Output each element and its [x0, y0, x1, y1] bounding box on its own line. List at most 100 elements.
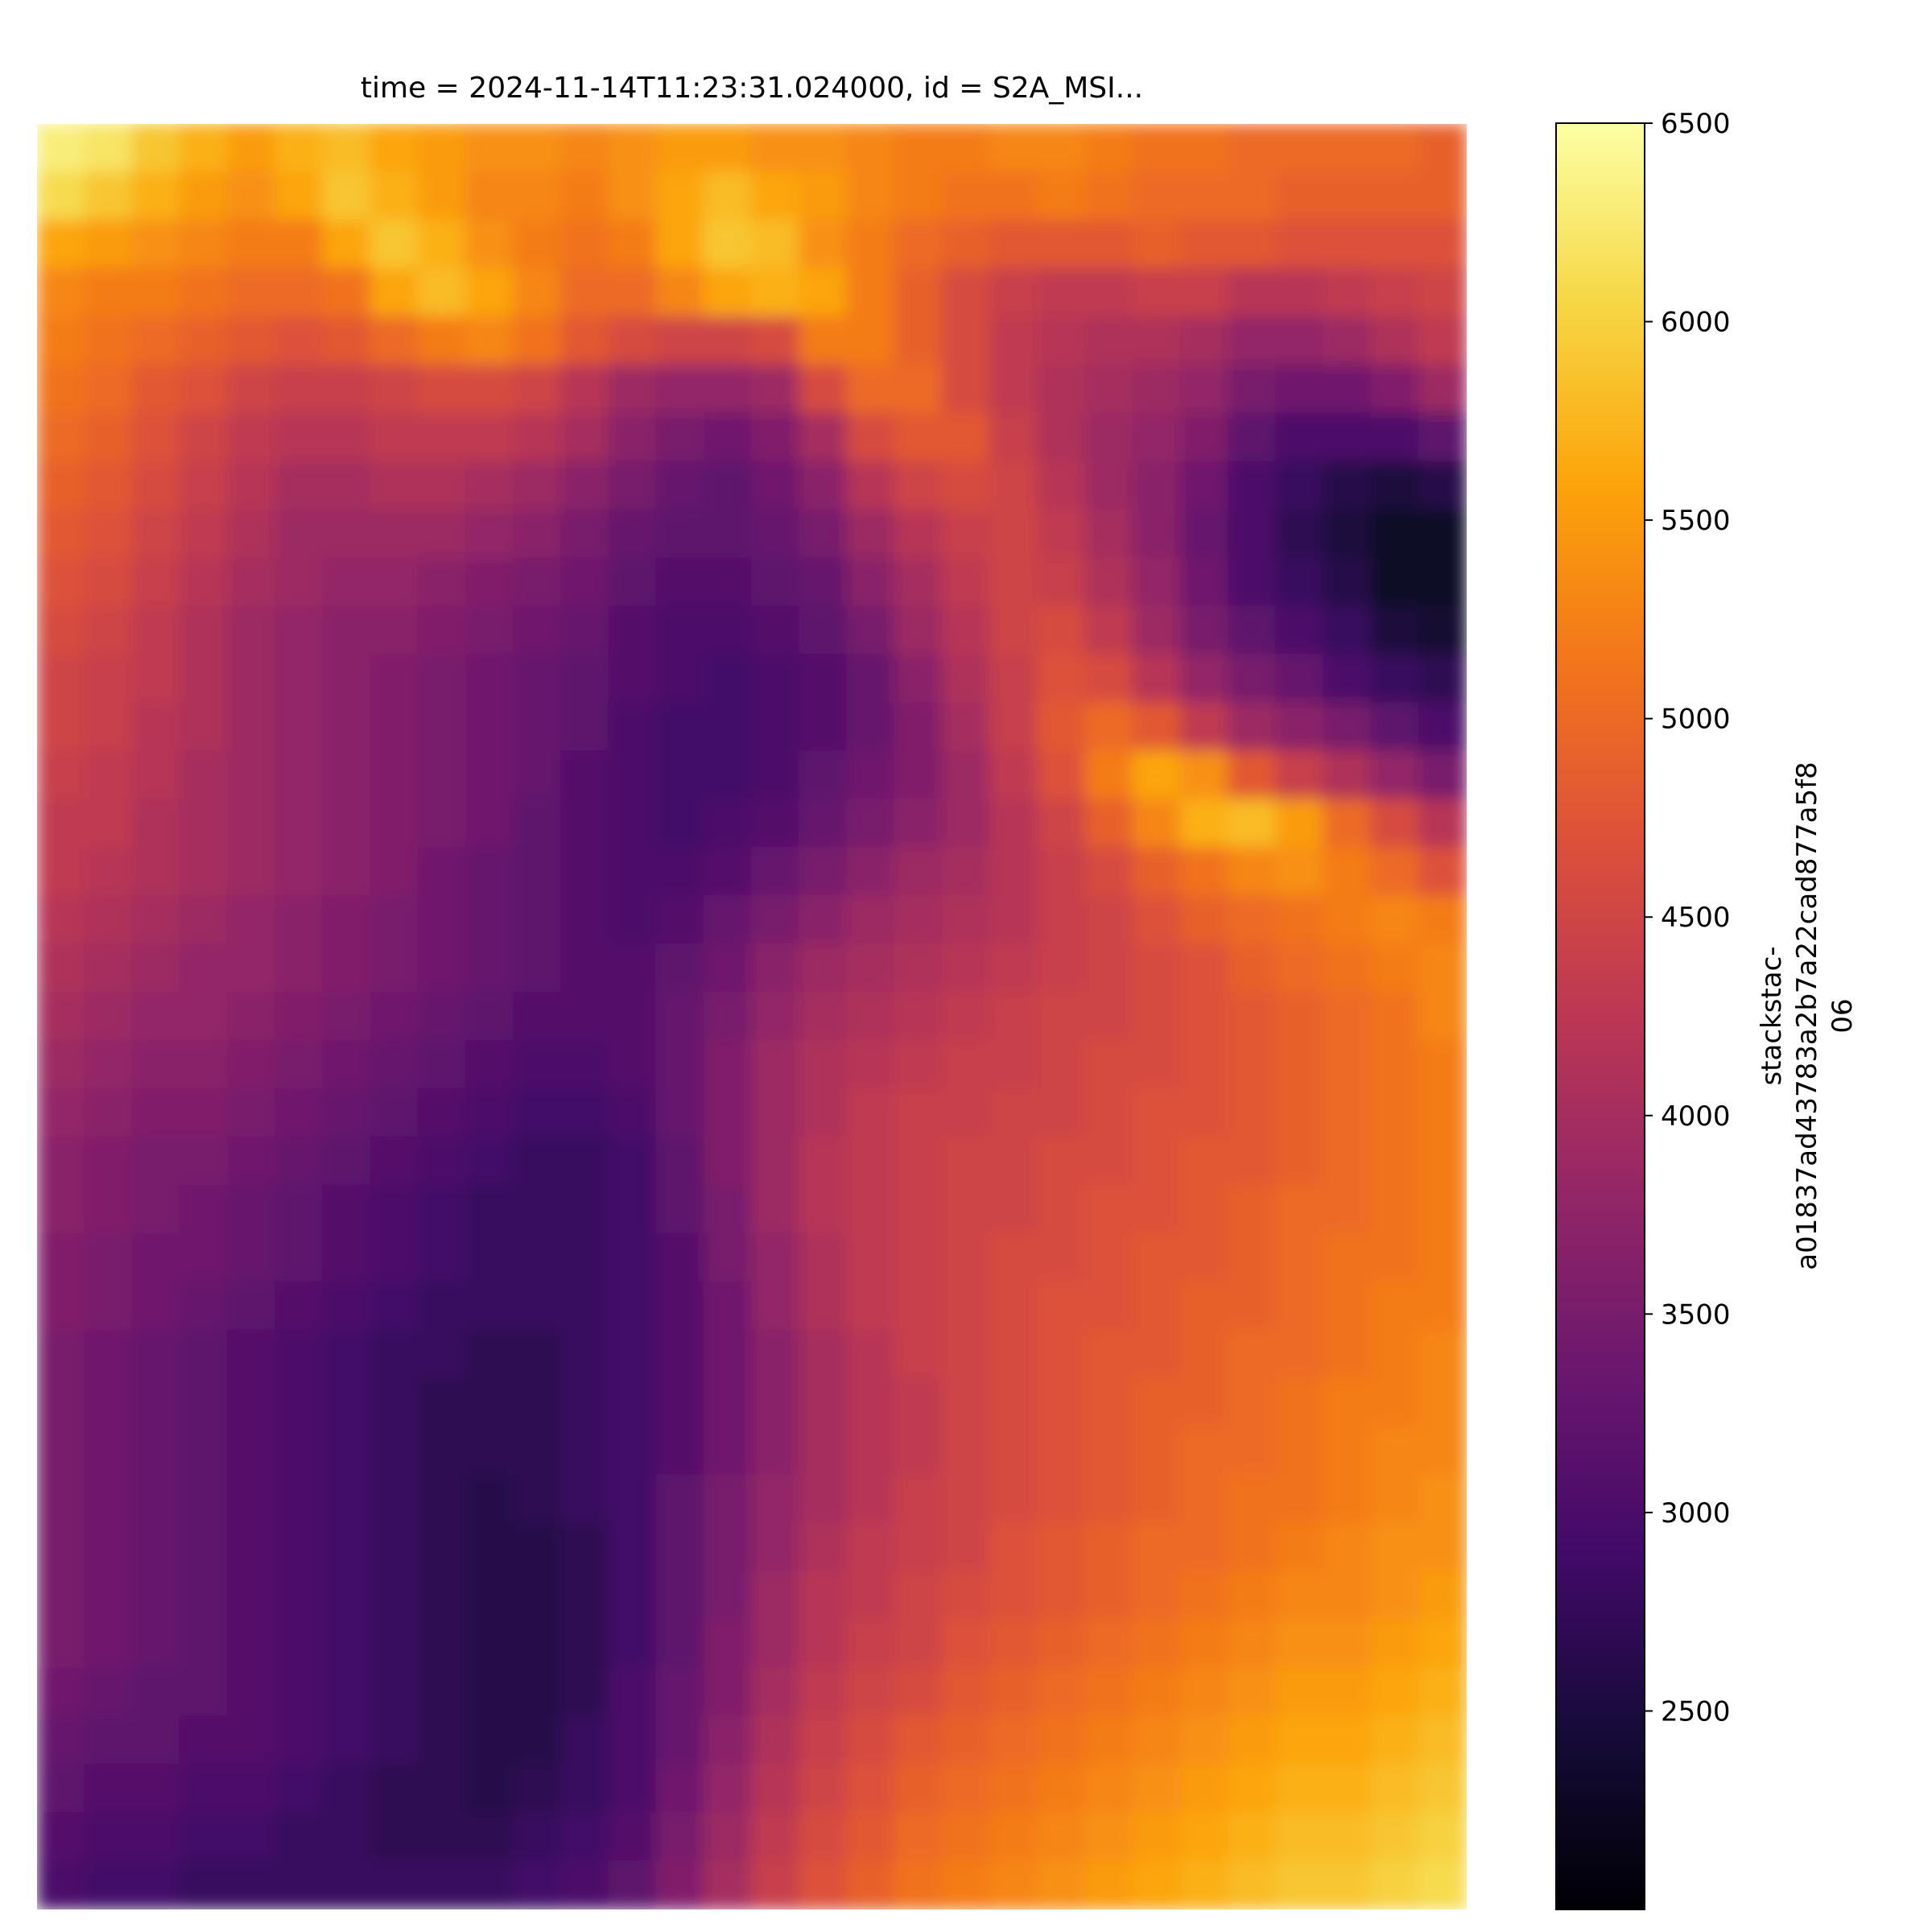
heatmap-cell	[1037, 1232, 1087, 1283]
heatmap-cell	[941, 509, 991, 559]
heatmap-cell	[1084, 1232, 1134, 1283]
heatmap-cell	[560, 1812, 610, 1863]
heatmap-cell	[131, 1571, 181, 1621]
heatmap-cell	[1228, 1232, 1278, 1283]
heatmap-cell	[989, 1426, 1039, 1476]
heatmap-cell	[513, 460, 563, 511]
heatmap-cell	[894, 364, 943, 415]
heatmap-cell	[941, 316, 991, 366]
heatmap-cell	[131, 1281, 181, 1331]
heatmap-cell	[1084, 1571, 1134, 1621]
heatmap-cell	[417, 267, 467, 318]
heatmap-cell	[989, 557, 1039, 608]
colorbar: 2500 3000 3500 4000 4500 5000 5500 6000 6500 sta…	[1555, 108, 1859, 1910]
colorbar-tick-label: 6000	[1661, 307, 1731, 339]
heatmap-cell	[1418, 1377, 1467, 1428]
heatmap-cell	[989, 1184, 1039, 1235]
heatmap-cell	[226, 1184, 276, 1235]
heatmap-cell	[1370, 1571, 1420, 1621]
heatmap-cell	[226, 1377, 276, 1428]
heatmap-cell	[275, 557, 324, 608]
heatmap-cell	[608, 1474, 658, 1525]
heatmap-cell	[751, 171, 801, 221]
heatmap-cell	[846, 364, 896, 415]
heatmap-cell	[1323, 509, 1373, 559]
heatmap-cell	[84, 605, 134, 656]
heatmap-cell	[464, 799, 514, 849]
heatmap-cell	[1179, 1571, 1229, 1621]
heatmap-cell	[941, 943, 991, 994]
heatmap-cell	[703, 460, 753, 511]
heatmap-cell	[226, 654, 276, 704]
heatmap-cell	[1037, 1136, 1087, 1187]
heatmap-cell	[275, 1088, 324, 1138]
heatmap-cell	[655, 1474, 705, 1525]
heatmap-cell	[1084, 1715, 1134, 1766]
heatmap-cell	[226, 1136, 276, 1187]
heatmap-cell	[369, 799, 419, 849]
heatmap-cell	[608, 702, 658, 753]
heatmap-cell	[1228, 1860, 1278, 1909]
heatmap-cell	[179, 1088, 229, 1138]
heatmap-cell	[1370, 750, 1420, 801]
heatmap-cell	[751, 1715, 801, 1766]
heatmap-cell	[84, 557, 134, 608]
heatmap-cell	[417, 171, 467, 221]
heatmap-cell	[1132, 605, 1182, 656]
heatmap-cell	[179, 316, 229, 366]
heatmap-cell	[989, 605, 1039, 656]
heatmap-cell	[464, 124, 514, 173]
heatmap-cell	[179, 1860, 229, 1909]
heatmap-cell	[846, 1039, 896, 1090]
heatmap-cell	[941, 1039, 991, 1090]
heatmap-cell	[1228, 702, 1278, 753]
heatmap-cell	[226, 1860, 276, 1909]
heatmap-cell	[1370, 509, 1420, 559]
heatmap-cell	[179, 171, 229, 221]
heatmap-cell	[226, 219, 276, 270]
heatmap-cell	[322, 992, 372, 1042]
heatmap-cell	[751, 1619, 801, 1670]
heatmap-cell	[1132, 702, 1182, 753]
heatmap-cell	[1228, 1377, 1278, 1428]
heatmap-cell	[369, 557, 419, 608]
heatmap-cell	[513, 1667, 563, 1718]
heatmap-cell	[1275, 316, 1325, 366]
heatmap-cell	[1275, 702, 1325, 753]
heatmap-cell	[894, 171, 943, 221]
heatmap-cell	[1037, 1329, 1087, 1380]
heatmap-cell	[608, 364, 658, 415]
heatmap-cell	[1228, 364, 1278, 415]
heatmap-cell	[464, 557, 514, 608]
heatmap-cell	[655, 1377, 705, 1428]
heatmap-cell	[703, 124, 753, 173]
heatmap-cell	[1275, 1039, 1325, 1090]
heatmap-cell	[846, 219, 896, 270]
heatmap-cell	[1275, 1232, 1325, 1283]
heatmap-cell	[1418, 943, 1467, 994]
heatmap-cell	[1323, 1715, 1373, 1766]
colorbar-label-line-2: a01837ad43783a2b7a22cad877a5f8	[1791, 762, 1823, 1269]
heatmap-cell	[417, 799, 467, 849]
heatmap-cell	[655, 702, 705, 753]
heatmap-cell	[989, 943, 1039, 994]
heatmap-cell	[1179, 1088, 1229, 1138]
heatmap-cell	[1132, 654, 1182, 704]
heatmap-cell	[513, 1522, 563, 1573]
heatmap-cell	[322, 1764, 372, 1814]
heatmap-cell	[275, 1764, 324, 1814]
heatmap-cell	[1418, 1474, 1467, 1525]
heatmap-cell	[894, 1812, 943, 1863]
heatmap-cell	[655, 1715, 705, 1766]
heatmap-cell	[608, 1522, 658, 1573]
heatmap-cell	[894, 1281, 943, 1331]
heatmap-cell	[1228, 1571, 1278, 1621]
heatmap-cell	[37, 943, 86, 994]
heatmap-cell	[894, 219, 943, 270]
heatmap-cell	[37, 364, 86, 415]
heatmap-cell	[1370, 1088, 1420, 1138]
heatmap-cell	[751, 1039, 801, 1090]
heatmap-cell	[655, 1812, 705, 1863]
heatmap-cell	[703, 654, 753, 704]
heatmap-cell	[84, 412, 134, 463]
